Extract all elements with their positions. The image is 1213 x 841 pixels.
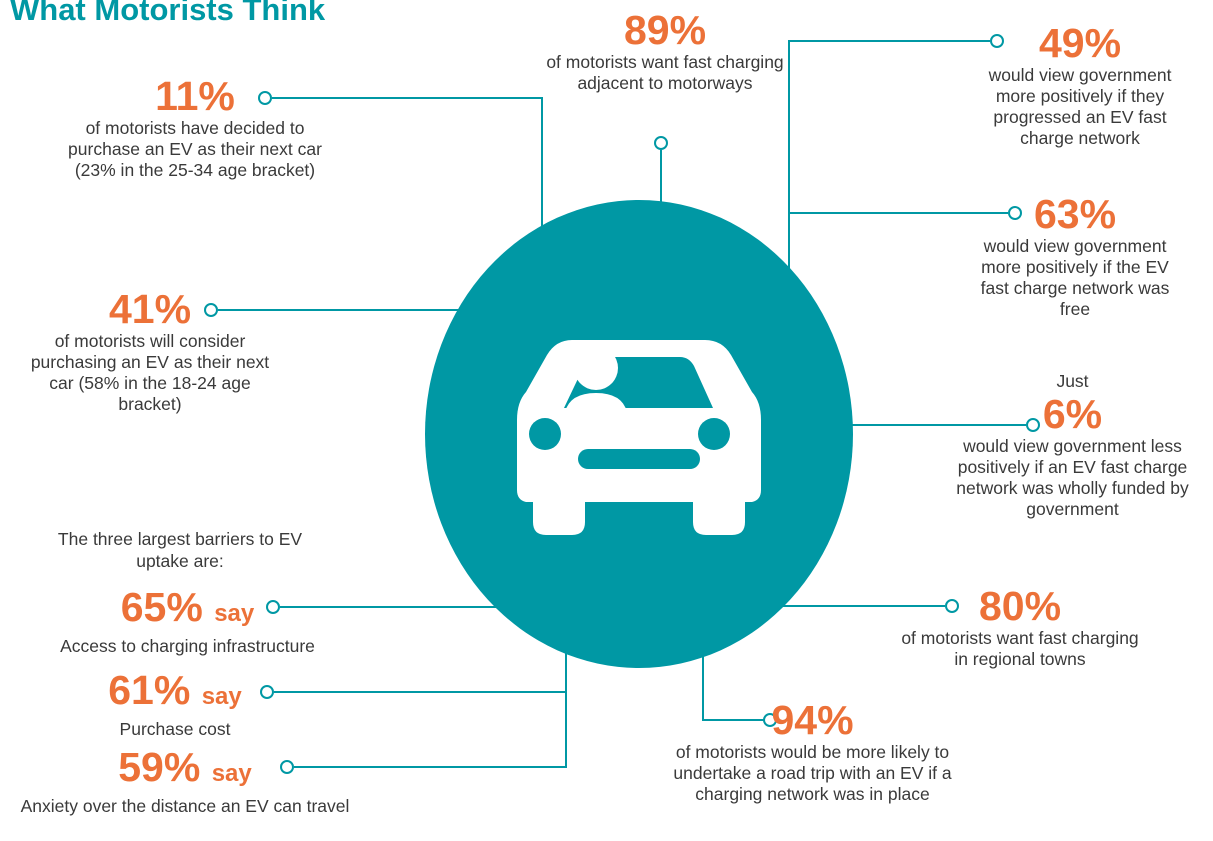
stat-value: 89%	[623, 7, 707, 53]
stat-value: 49%	[1038, 20, 1122, 66]
node-65	[266, 600, 280, 614]
node-80	[945, 599, 959, 613]
connector-94	[702, 640, 764, 721]
barrier-item: 59% say Anxiety over the distance an EV …	[0, 745, 370, 817]
connector-59	[294, 692, 567, 768]
stat-89: 89% of motorists want fast charging adja…	[545, 8, 785, 94]
stat-text: of motorists want fast charging in regio…	[901, 628, 1139, 669]
node-6	[1026, 418, 1040, 432]
stat-text: of motorists have decided to purchase an…	[68, 118, 322, 180]
stat-text: of motorists would be more likely to und…	[673, 742, 952, 804]
stat-prefix: Just	[1056, 371, 1089, 391]
car-grille	[578, 449, 700, 469]
barrier-text: Purchase cost	[119, 719, 231, 739]
stat-49: 49% would view government more positivel…	[950, 21, 1210, 149]
node-11	[258, 91, 272, 105]
stat-text: would view government more positively if…	[980, 236, 1170, 319]
stat-value: 94%	[771, 697, 854, 743]
stat-text: of motorists want fast charging adjacent…	[546, 52, 784, 93]
node-63	[1008, 206, 1022, 220]
node-49	[990, 34, 1004, 48]
stat-text: would view government more positively if…	[988, 65, 1172, 148]
barrier-value: 59% say	[118, 744, 252, 790]
barrier-text: Anxiety over the distance an EV can trav…	[20, 796, 350, 816]
node-41	[204, 303, 218, 317]
barrier-value: 61% say	[108, 667, 242, 713]
barriers-intro: The three largest barriers to EV uptake …	[57, 529, 303, 571]
stat-80: 80% of motorists want fast charging in r…	[900, 584, 1140, 670]
infographic-title: What Motorists Think	[10, 0, 326, 27]
node-89	[654, 136, 668, 150]
stat-41: 41% of motorists will consider purchasin…	[0, 287, 300, 415]
stat-text: of motorists will consider purchasing an…	[30, 331, 270, 414]
stat-value: 41%	[108, 286, 192, 332]
node-59	[280, 760, 294, 774]
barrier-text: Access to charging infrastructure	[60, 636, 315, 656]
stat-value: 63%	[1033, 191, 1117, 237]
stat-value: 80%	[978, 583, 1062, 629]
barrier-item: 65% say Access to charging infrastructur…	[15, 585, 360, 657]
stat-63: 63% would view government more positivel…	[950, 192, 1200, 320]
connector-11	[272, 97, 543, 232]
stat-94: 94% of motorists would be more likely to…	[670, 698, 955, 805]
stat-6: Just 6% would view government less posit…	[935, 370, 1210, 520]
car-headlight-right	[698, 418, 730, 450]
car-headlight-left	[529, 418, 561, 450]
car-with-driver-icon	[517, 340, 761, 535]
connector-49	[788, 40, 990, 285]
node-61	[260, 685, 274, 699]
stat-value: 6%	[1042, 391, 1103, 437]
stat-text: would view government less positively if…	[956, 436, 1189, 519]
node-94	[763, 713, 777, 727]
barrier-item: 61% say Purchase cost	[50, 668, 300, 740]
barrier-value: 65% say	[120, 584, 255, 630]
stat-11: 11% of motorists have decided to purchas…	[10, 74, 380, 181]
stat-value: 11%	[155, 73, 235, 119]
